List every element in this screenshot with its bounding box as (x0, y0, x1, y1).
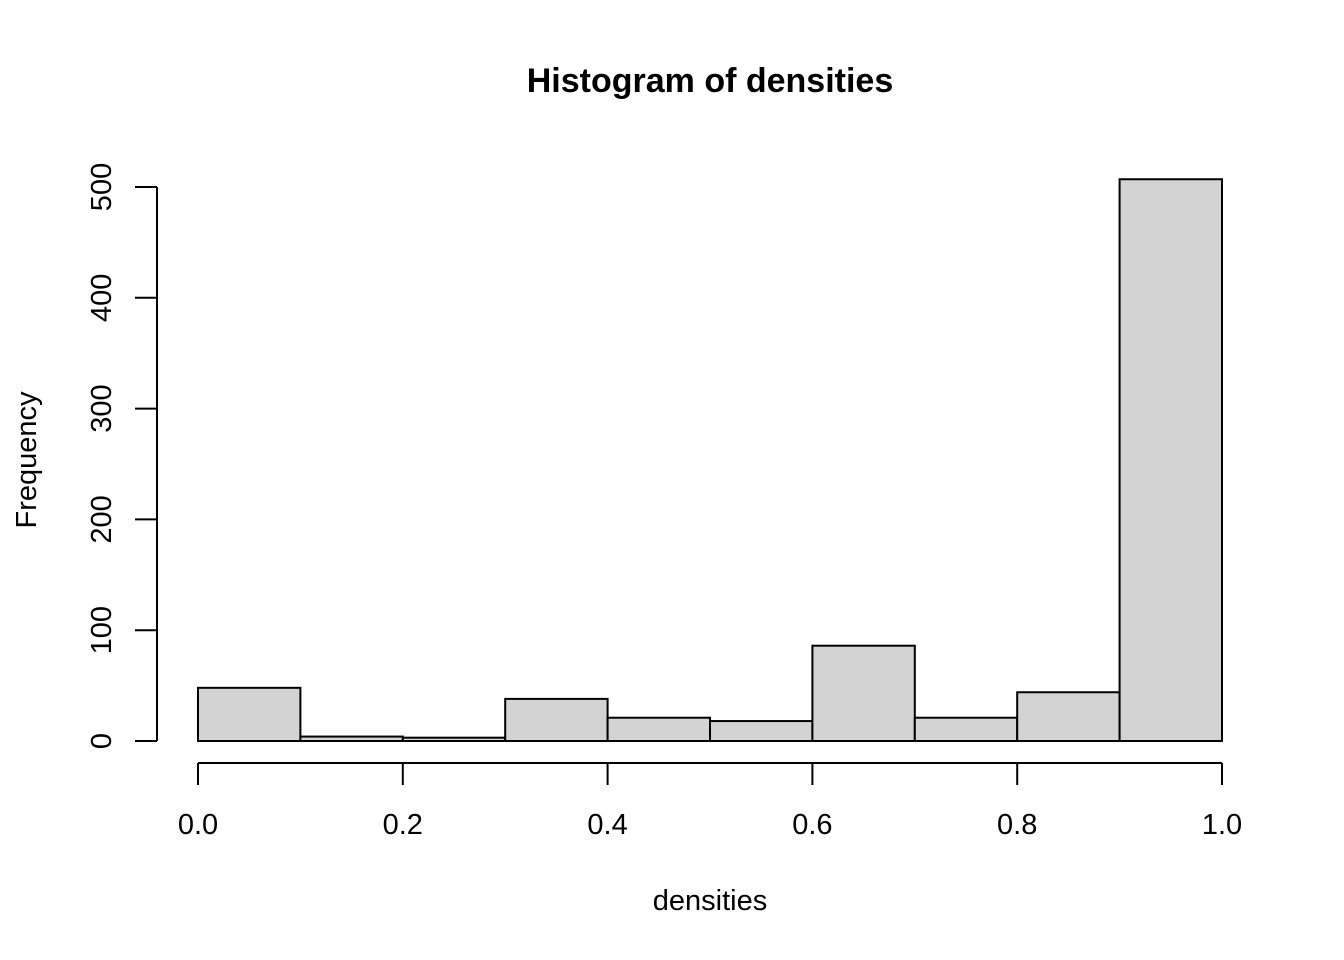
x-tick-label-4: 0.8 (997, 809, 1037, 841)
histogram-bar-7 (913, 716, 1019, 742)
x-tick-label-0: 0.0 (178, 809, 218, 841)
y-axis: 0 100 200 300 400 500 (86, 163, 158, 749)
histogram-bar-8 (1016, 691, 1121, 742)
x-tick-label-2: 0.4 (587, 809, 627, 841)
y-axis-label: Frequency (11, 391, 43, 529)
chart-title: Histogram of densities (527, 62, 894, 100)
x-tick-label-3: 0.6 (792, 809, 832, 841)
y-tick-label-2: 200 (86, 495, 118, 543)
histogram-bar-6 (811, 644, 916, 742)
x-axis: 0.0 0.2 0.4 0.6 0.8 1.0 (178, 762, 1242, 841)
y-tick-label-1: 100 (86, 606, 118, 654)
x-tick-label-1: 0.2 (383, 809, 423, 841)
histogram-bar-2 (401, 736, 507, 743)
histogram-bar-9 (1118, 178, 1223, 742)
histogram-bar-3 (504, 697, 609, 742)
x-tick-label-5: 1.0 (1202, 809, 1242, 841)
y-tick-label-5: 500 (86, 163, 118, 211)
y-tick-label-4: 400 (86, 274, 118, 322)
histogram-bar-0 (197, 686, 302, 742)
x-axis-label: densities (653, 885, 767, 917)
y-tick-label-3: 300 (86, 384, 118, 432)
histogram-bar-1 (299, 735, 404, 742)
bars-group (197, 178, 1223, 743)
histogram-bar-4 (606, 716, 711, 742)
y-tick-label-0: 0 (86, 733, 118, 749)
histogram-bar-5 (709, 720, 814, 743)
